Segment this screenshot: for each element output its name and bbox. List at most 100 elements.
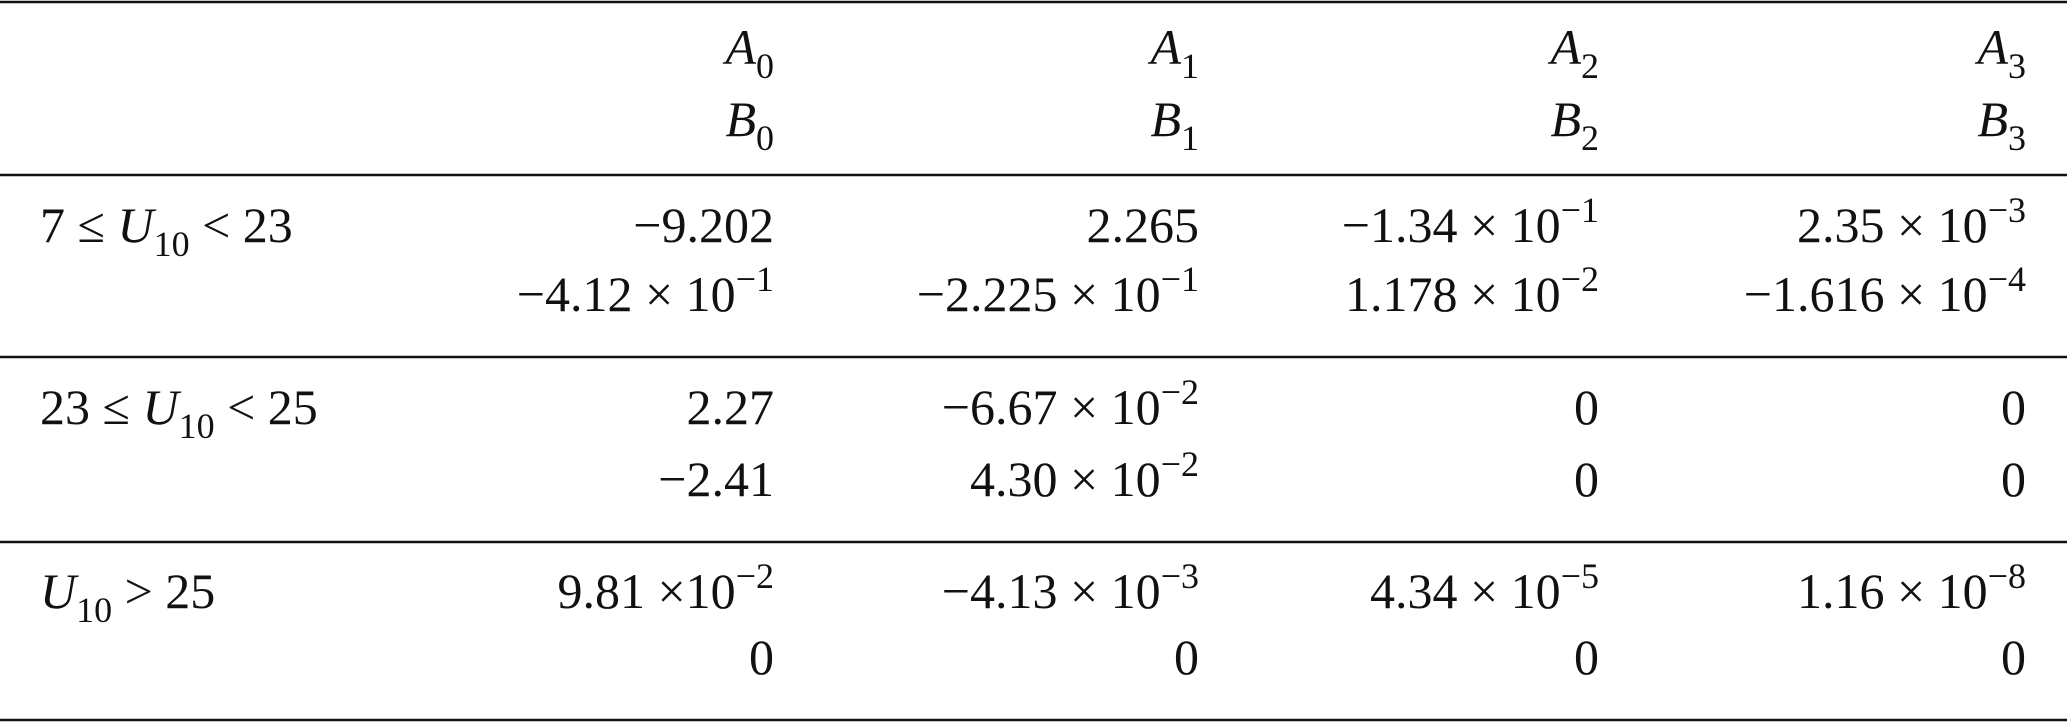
math-text: −1.616 × 10 — [1744, 266, 1988, 322]
math-text: > 25 — [112, 563, 215, 619]
math-sub: 3 — [2008, 46, 2026, 86]
math-text: 1.178 × 10 — [1345, 266, 1561, 322]
cell-value: 0 — [1174, 629, 1199, 685]
math-sub: 1 — [1181, 118, 1199, 158]
math-sup: −2 — [736, 556, 774, 596]
math-sup: −5 — [1561, 556, 1599, 596]
cell-value: 0 — [1574, 629, 1599, 685]
math-sub: 3 — [2008, 118, 2026, 158]
cell-value: 4.34 × 10−5 — [1370, 556, 1599, 619]
column-header: B3 — [1977, 91, 2026, 158]
math-text: 0 — [2001, 379, 2026, 435]
math-text: −6.67 × 10 — [942, 379, 1161, 435]
row-label: 23 ≤ U10 < 25 — [40, 379, 318, 446]
math-italic: A — [1147, 19, 1181, 75]
cell-value: 0 — [749, 629, 774, 685]
math-text: −1.34 × 10 — [1342, 197, 1561, 253]
cell-value: 2.27 — [687, 379, 775, 435]
math-sup: −2 — [1561, 259, 1599, 299]
math-italic: A — [1547, 19, 1581, 75]
cell-value: −1.616 × 10−4 — [1744, 259, 2026, 322]
math-sub: 2 — [1581, 118, 1599, 158]
math-text: 0 — [1574, 451, 1599, 507]
column-header: A0 — [722, 19, 774, 86]
math-sub: 10 — [154, 224, 190, 264]
row-label: U10 > 25 — [40, 563, 215, 630]
math-italic: U — [117, 197, 156, 253]
cell-value: 0 — [2001, 379, 2026, 435]
column-header: A1 — [1147, 19, 1199, 86]
math-text: < 25 — [215, 379, 318, 435]
math-text: −9.202 — [633, 197, 774, 253]
math-italic: U — [40, 563, 79, 619]
math-sup: −2 — [1161, 444, 1199, 484]
math-text: −4.13 × 10 — [942, 563, 1161, 619]
math-sup: −2 — [1161, 372, 1199, 412]
math-text: 0 — [1574, 379, 1599, 435]
math-sup: −3 — [1161, 556, 1199, 596]
math-text: 4.34 × 10 — [1370, 563, 1561, 619]
column-header: A3 — [1974, 19, 2026, 86]
cell-value: −6.67 × 10−2 — [942, 372, 1199, 435]
cell-value: 0 — [1574, 451, 1599, 507]
math-text: 2.27 — [687, 379, 775, 435]
math-italic: A — [1974, 19, 2008, 75]
math-sup: −1 — [736, 259, 774, 299]
cell-value: −2.41 — [658, 451, 774, 507]
cell-value: 4.30 × 10−2 — [970, 444, 1199, 507]
cell-value: 0 — [2001, 629, 2026, 685]
column-header: B1 — [1150, 91, 1199, 158]
row-label: 7 ≤ U10 < 23 — [40, 197, 293, 264]
cell-value: −9.202 — [633, 197, 774, 253]
math-text: −2.41 — [658, 451, 774, 507]
math-italic: B — [725, 91, 756, 147]
math-italic: A — [722, 19, 756, 75]
math-sub: 0 — [756, 46, 774, 86]
column-header: A2 — [1547, 19, 1599, 86]
math-text: 0 — [749, 629, 774, 685]
math-italic: U — [142, 379, 181, 435]
math-text: −4.12 × 10 — [517, 266, 736, 322]
cell-value: 1.178 × 10−2 — [1345, 259, 1599, 322]
cell-value: 1.16 × 10−8 — [1797, 556, 2026, 619]
math-sub: 10 — [179, 406, 215, 446]
cell-value: −4.12 × 10−1 — [517, 259, 774, 322]
cell-value: 9.81 ×10−2 — [557, 556, 774, 619]
cell-value: −2.225 × 10−1 — [917, 259, 1199, 322]
cell-value: 2.35 × 10−3 — [1797, 190, 2026, 253]
math-sup: −3 — [1988, 190, 2026, 230]
math-text: 23 ≤ — [40, 379, 142, 435]
math-text: 2.265 — [1087, 197, 1200, 253]
math-text: < 23 — [190, 197, 293, 253]
math-italic: B — [1550, 91, 1581, 147]
math-text: 0 — [1174, 629, 1199, 685]
math-sub: 10 — [76, 590, 112, 630]
math-text: 0 — [2001, 451, 2026, 507]
cell-value: 0 — [1574, 379, 1599, 435]
math-sup: −8 — [1988, 556, 2026, 596]
column-header: B2 — [1550, 91, 1599, 158]
math-sup: −1 — [1561, 190, 1599, 230]
cell-value: −4.13 × 10−3 — [942, 556, 1199, 619]
math-text: 9.81 ×10 — [557, 563, 735, 619]
column-header: B0 — [725, 91, 774, 158]
math-sub: 2 — [1581, 46, 1599, 86]
math-sub: 0 — [756, 118, 774, 158]
math-italic: B — [1150, 91, 1181, 147]
math-sup: −1 — [1161, 259, 1199, 299]
math-text: 7 ≤ — [40, 197, 117, 253]
math-text: 2.35 × 10 — [1797, 197, 1988, 253]
math-italic: B — [1977, 91, 2008, 147]
math-text: 4.30 × 10 — [970, 451, 1161, 507]
cell-value: 0 — [2001, 451, 2026, 507]
math-text: −2.225 × 10 — [917, 266, 1161, 322]
math-sub: 1 — [1181, 46, 1199, 86]
cell-value: −1.34 × 10−1 — [1342, 190, 1599, 253]
math-sup: −4 — [1988, 259, 2026, 299]
math-text: 0 — [2001, 629, 2026, 685]
cell-value: 2.265 — [1087, 197, 1200, 253]
math-text: 0 — [1574, 629, 1599, 685]
math-text: 1.16 × 10 — [1797, 563, 1988, 619]
